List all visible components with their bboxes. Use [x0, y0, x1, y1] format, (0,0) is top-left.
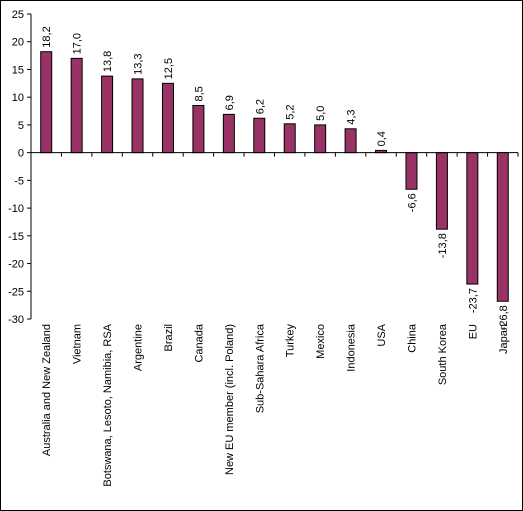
category-label: Brazil — [163, 324, 175, 352]
category-label: Canada — [193, 323, 205, 362]
y-tick-label: -5 — [14, 175, 24, 187]
category-label: Mexico — [315, 324, 327, 359]
bars — [40, 51, 509, 302]
data-label: 6,2 — [254, 99, 266, 114]
category-label: New EU member (incl. Poland) — [224, 324, 236, 475]
data-label: 13,3 — [133, 53, 145, 74]
y-tick-label: 15 — [12, 64, 24, 76]
bar — [161, 82, 174, 154]
y-tick-label: -15 — [8, 231, 24, 243]
bar — [405, 152, 418, 190]
y-tick-label: -20 — [8, 259, 24, 271]
y-tick-label: -25 — [8, 286, 24, 298]
data-label: 8,5 — [193, 86, 205, 101]
data-labels: 18,2 17,0 13,8 13,3 12,5 8,5 6,9 6,2 5,2 5,0 4,3 0,… — [41, 26, 510, 330]
bar — [466, 152, 479, 285]
category-label: EU — [467, 324, 479, 339]
data-label: 6,9 — [224, 95, 236, 110]
category-label: Japan — [498, 324, 510, 354]
y-tick-label: -10 — [8, 203, 24, 215]
data-label: -23,7 — [467, 288, 479, 313]
bar — [496, 152, 509, 302]
x-axis — [30, 152, 519, 157]
bar — [314, 124, 327, 154]
bar — [131, 78, 144, 154]
data-label: 13,8 — [102, 51, 114, 72]
bar — [40, 51, 53, 154]
bar — [435, 152, 448, 230]
category-label: China — [406, 323, 418, 353]
category-label: Indonesia — [346, 323, 358, 372]
bar — [222, 113, 235, 154]
category-label: South Korea — [437, 323, 449, 385]
category-label: Turkey — [285, 324, 297, 358]
data-label: -6,6 — [406, 193, 418, 212]
y-tick-label: 20 — [12, 37, 24, 49]
category-label: Argentine — [133, 324, 145, 371]
category-labels: Australia and New Zealand Vietnam Botswana… — [41, 323, 510, 487]
category-label: Vietnam — [72, 324, 84, 364]
data-label: 5,0 — [315, 106, 327, 121]
data-label: 12,5 — [163, 58, 175, 79]
data-label: 4,3 — [346, 109, 358, 124]
category-label: Botswana, Lesoto, Namibia, RSA — [102, 323, 114, 486]
bar — [344, 128, 357, 154]
bar — [283, 123, 296, 154]
bar — [101, 75, 114, 154]
y-tick-label: 25 — [12, 9, 24, 21]
y-axis: 25 20 15 10 5 0 -5 -10 -15 -20 -25 -30 — [8, 9, 32, 326]
data-label: 18,2 — [41, 26, 53, 47]
category-label: Sub-Sahara Africa — [254, 323, 266, 413]
category-label: Australia and New Zealand — [41, 324, 53, 456]
data-label: 17,0 — [72, 33, 84, 54]
y-tick-label: 5 — [18, 120, 24, 132]
data-label: 5,2 — [285, 105, 297, 120]
data-label: -26,8 — [498, 305, 510, 330]
bar — [70, 57, 83, 154]
y-tick-label: 0 — [18, 148, 24, 160]
category-label: USA — [376, 323, 388, 346]
y-tick-label: 10 — [12, 92, 24, 104]
bar — [192, 105, 205, 154]
data-label: -13,8 — [437, 233, 449, 258]
bar — [253, 117, 266, 154]
y-tick-label: -30 — [8, 314, 24, 326]
data-label: 0,4 — [376, 131, 388, 146]
